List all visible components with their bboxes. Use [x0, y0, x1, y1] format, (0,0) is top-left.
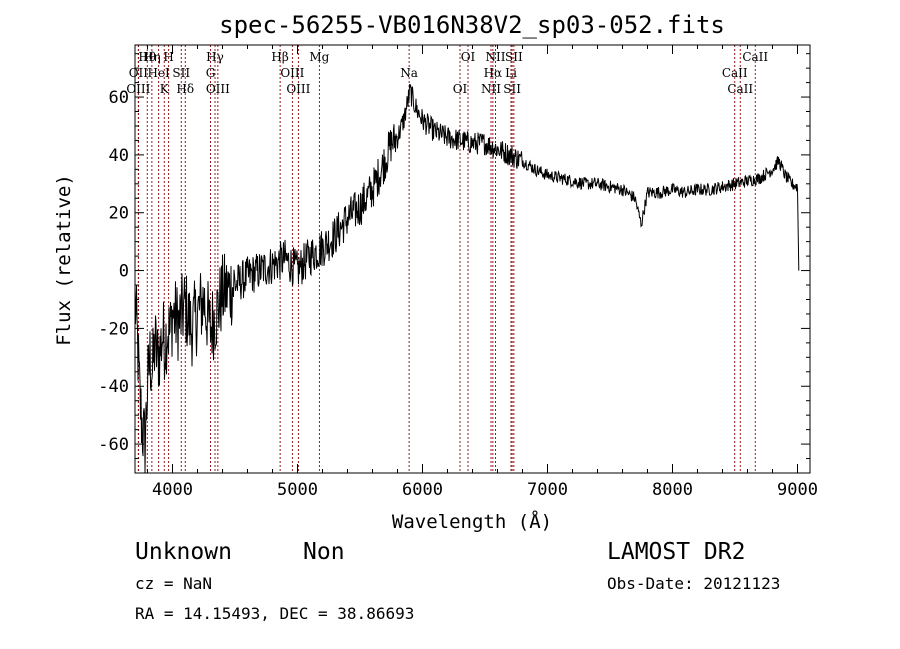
- survey-name: LAMOST DR2: [607, 539, 746, 565]
- line-label-3: Hη: [143, 50, 161, 64]
- line-label-8: Hδ: [176, 82, 194, 96]
- y-tick-label-3: 0: [119, 262, 129, 282]
- line-label-18: OI: [461, 50, 476, 64]
- y-tick-label-0: -60: [98, 435, 129, 455]
- x-tick-label-4: 8000: [652, 480, 693, 500]
- x-tick-label-1: 5000: [277, 480, 318, 500]
- line-label-23: SII: [503, 82, 521, 96]
- y-tick-label-1: -40: [98, 377, 129, 397]
- line-label-4: HeI: [147, 66, 170, 80]
- y-tick-label-4: 20: [109, 204, 129, 224]
- line-label-19: Hα: [484, 66, 503, 80]
- line-label-24: SII: [505, 50, 523, 64]
- redshift-readout: cz = NaN: [135, 574, 213, 593]
- line-label-13: OIII: [280, 66, 304, 80]
- x-axis: 4000 5000 6000 7000 8000 9000: [147, 45, 818, 500]
- line-label-6: H: [163, 50, 173, 64]
- line-label-7: SII: [172, 66, 190, 80]
- y-axis: -60 -40 -20 0 20 40 60: [98, 53, 810, 474]
- line-label-9: Hγ: [206, 50, 224, 64]
- line-label-21: NII: [486, 50, 506, 64]
- line-label-22: Li: [505, 66, 517, 80]
- line-label-0: Hθ: [138, 50, 156, 64]
- plot-frame: [134, 44, 811, 474]
- x-tick-label-5: 9000: [777, 480, 818, 500]
- line-label-17: OI: [453, 82, 468, 96]
- coordinates-readout: RA = 14.15493, DEC = 38.86693: [135, 604, 415, 623]
- line-label-10: G: [206, 66, 216, 80]
- line-label-14: OIII: [286, 82, 310, 96]
- line-label-5: K: [160, 82, 170, 96]
- line-label-12: Hβ: [271, 50, 288, 64]
- y-tick-label-6: 60: [109, 88, 129, 108]
- object-subclass: Non: [303, 539, 345, 565]
- x-tick-label-0: 4000: [152, 480, 193, 500]
- y-tick-label-5: 40: [109, 146, 129, 166]
- line-label-2: OIII: [126, 82, 150, 96]
- x-axis-label: Wavelength (Å): [392, 510, 552, 533]
- spectrum-series-line: [134, 84, 800, 474]
- observation-date: Obs-Date: 20121123: [607, 574, 781, 593]
- x-tick-label-2: 6000: [402, 480, 443, 500]
- line-label-11: OIII: [206, 82, 230, 96]
- line-label-15: Mg: [309, 50, 329, 64]
- chart-title: spec-56255-VB016N38V2_sp03-052.fits: [219, 11, 725, 39]
- object-class: Unknown: [135, 539, 232, 565]
- line-label-20: NII: [481, 82, 501, 96]
- line-label-26: CaII: [727, 82, 753, 96]
- line-label-16: Na: [400, 66, 418, 80]
- spectral-line-labels: Hθ OII OIII Hη HeI K H SII Hδ Hγ G OIII Hβ OIII OIII Mg…: [126, 50, 768, 96]
- y-axis-label: Flux (relative): [53, 174, 75, 346]
- line-label-1: OII: [129, 66, 149, 80]
- line-label-27: CaII: [742, 50, 768, 64]
- line-label-25: CaII: [722, 66, 748, 80]
- y-tick-label-2: -20: [98, 319, 129, 339]
- x-tick-label-3: 7000: [527, 480, 568, 500]
- spectral-line-markers: [137, 45, 756, 473]
